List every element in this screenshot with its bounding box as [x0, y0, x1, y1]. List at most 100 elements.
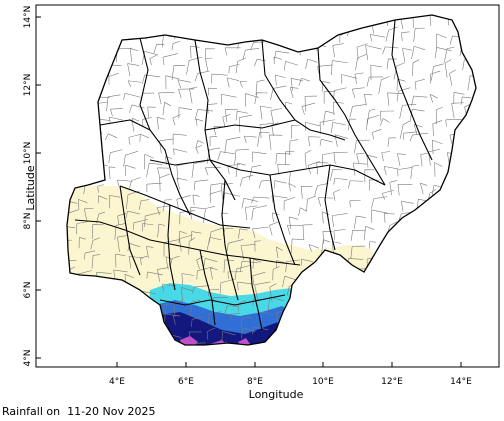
lga-boundary-segment: [418, 285, 429, 300]
y-tick-6n: 6°N: [23, 282, 41, 298]
lga-boundary-segment: [142, 117, 153, 127]
lga-boundary-segment: [378, 76, 390, 94]
lga-boundary-segment: [350, 245, 366, 259]
lga-boundary-segment: [139, 133, 150, 142]
lga-boundary-segment: [385, 26, 398, 42]
lga-boundary-segment: [366, 154, 378, 168]
lga-boundary-segment: [221, 331, 236, 345]
lga-boundary-segment: [460, 196, 471, 209]
lga-boundary-segment: [320, 319, 336, 336]
lga-boundary-segment: [484, 37, 494, 45]
lga-boundary-segment: [350, 349, 363, 360]
svg-text:8°N: 8°N: [23, 213, 33, 230]
lga-boundary-segment: [398, 328, 408, 339]
map-caption: Rainfall on 11-20 Nov 2025: [2, 405, 156, 418]
lga-boundary-segment: [190, 45, 200, 59]
lga-boundary-segment: [436, 106, 443, 124]
lga-boundary-segment: [129, 341, 145, 345]
lga-boundary-segment: [469, 118, 476, 129]
lga-boundary-segment: [156, 116, 165, 130]
lga-boundary-segment: [271, 122, 279, 136]
lga-boundary-segment: [76, 313, 85, 329]
lga-boundary-segment: [192, 194, 200, 205]
lga-boundary-segment: [301, 348, 309, 360]
lga-boundary-segment: [77, 283, 93, 297]
lga-boundary-segment: [259, 123, 274, 139]
lga-boundary-segment: [337, 17, 351, 25]
lga-boundary-segment: [445, 118, 462, 127]
lga-boundary-segment: [285, 331, 298, 345]
lga-boundary-segment: [451, 102, 465, 119]
lga-boundary-segment: [348, 118, 356, 131]
lga-boundary-segment: [207, 289, 220, 297]
lga-boundary-segment: [235, 162, 246, 178]
lga-boundary-segment: [125, 210, 141, 219]
lga-boundary-segment: [459, 185, 475, 197]
lga-boundary-segment: [308, 244, 320, 252]
lga-boundary-segment: [300, 258, 313, 266]
lga-boundary-segment: [83, 110, 96, 125]
lga-boundary-segment: [80, 60, 92, 71]
lga-boundary-segment: [331, 122, 346, 133]
lga-boundary-segment: [339, 287, 351, 300]
lga-boundary-segment: [186, 19, 200, 29]
lga-boundary-segment: [464, 284, 473, 294]
lga-boundary-segment: [248, 164, 262, 180]
lga-boundary-segment: [364, 344, 377, 345]
lga-boundary-segment: [475, 73, 476, 91]
lga-boundary-segment: [68, 164, 80, 179]
lga-boundary-segment: [115, 253, 126, 268]
x-tick-14e: 14°E: [450, 362, 472, 387]
lga-boundary-segment: [207, 87, 217, 96]
lga-boundary-segment: [308, 288, 321, 300]
lga-boundary-segment: [235, 110, 249, 121]
lga-boundary-segment: [234, 148, 250, 165]
lga-boundary-segment: [76, 150, 88, 159]
lga-boundary-segment: [227, 239, 244, 252]
lga-boundary-segment: [67, 239, 72, 256]
lga-boundary-segment: [396, 87, 411, 102]
rainfall-layer: [67, 15, 476, 345]
lga-boundary-segment: [421, 306, 438, 321]
lga-boundary-segment: [402, 47, 412, 62]
lga-boundary-segment: [67, 178, 74, 189]
lga-boundary-segment: [187, 27, 205, 36]
lga-boundary-segment: [431, 271, 447, 282]
lga-boundary-segment: [401, 224, 416, 240]
lga-boundary-segment: [176, 195, 191, 209]
lga-boundary-segment: [352, 315, 364, 332]
lga-boundary-segment: [78, 199, 88, 209]
lga-boundary-segment: [322, 342, 334, 345]
lga-boundary-segment: [193, 179, 209, 191]
lga-boundary-segment: [173, 348, 184, 357]
lga-boundary-segment: [404, 237, 421, 246]
lga-boundary-segment: [277, 32, 291, 44]
lga-boundary-segment: [196, 255, 204, 270]
lga-boundary-segment: [84, 250, 96, 260]
lga-boundary-segment: [479, 93, 490, 107]
lga-boundary-segment: [333, 189, 341, 201]
lga-boundary-segment: [464, 213, 476, 228]
lga-boundary-segment: [273, 180, 287, 189]
plot-frame: [35, 4, 500, 368]
lga-boundary-segment: [414, 240, 431, 251]
lga-boundary-segment: [252, 258, 262, 269]
lga-boundary-segment: [130, 48, 139, 63]
lga-boundary-segment: [427, 283, 443, 292]
lga-boundary-segment: [172, 314, 180, 325]
lga-boundary-segment: [465, 343, 476, 345]
lga-boundary-segment: [387, 92, 404, 106]
lga-boundary-segment: [477, 244, 492, 252]
lga-boundary-segment: [90, 237, 100, 250]
lga-boundary-segment: [97, 42, 106, 61]
lga-boundary-segment: [109, 194, 121, 209]
lga-boundary-segment: [67, 326, 77, 337]
lga-boundary-segment: [447, 228, 466, 238]
lga-boundary-segment: [188, 331, 202, 341]
lga-boundary-segment: [206, 327, 216, 340]
lga-boundary-segment: [304, 149, 312, 168]
lga-boundary-segment: [451, 268, 469, 282]
lga-boundary-segment: [286, 344, 300, 345]
lga-boundary-segment: [322, 26, 334, 39]
lga-boundary-segment: [84, 207, 94, 220]
